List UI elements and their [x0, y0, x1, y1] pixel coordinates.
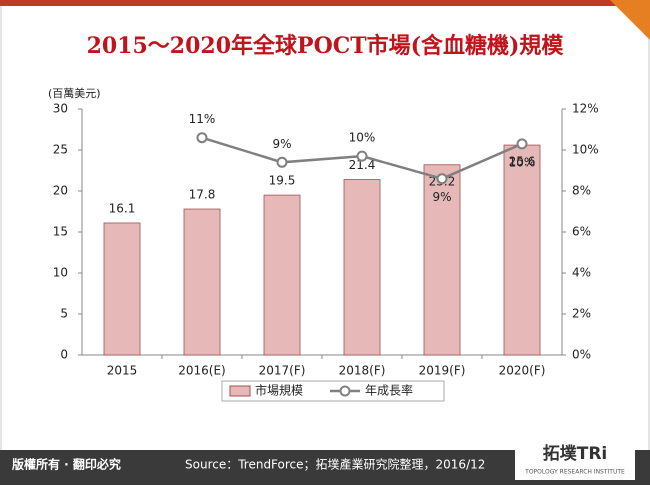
x-tick-label: 2017(F): [259, 364, 306, 378]
chart-title: 2015～2020年全球POCT市場(含血糖機)規模: [87, 33, 565, 59]
x-tick-label: 2016(E): [178, 364, 225, 378]
growth-label: 10%: [349, 131, 376, 145]
bar-value-label: 16.1: [109, 201, 136, 215]
y-tick-label: 15: [53, 225, 68, 239]
y2-tick-label: 6%: [572, 225, 591, 239]
x-tick-label: 2018(F): [339, 364, 386, 378]
bar: [423, 164, 461, 356]
y-tick-label: 25: [53, 143, 68, 157]
y2-tick-label: 0%: [572, 348, 591, 362]
y-tick-label: 0: [60, 348, 68, 362]
legend-label: 市場規模: [255, 383, 303, 398]
bar-value-label: 25.6: [509, 155, 536, 169]
y-tick-label: 5: [60, 307, 68, 321]
x-tick-label: 2020(F): [499, 364, 546, 378]
growth-marker: [516, 138, 528, 150]
legend-label: 年成長率: [365, 383, 413, 398]
bar-value-label: 19.5: [269, 174, 296, 188]
growth-label: 10%: [509, 155, 536, 169]
x-tick-label: 2015: [107, 364, 138, 378]
bar-value-label: 17.8: [189, 188, 216, 202]
top-bar: [0, 0, 650, 6]
growth-label: 9%: [432, 190, 451, 204]
bar: [503, 144, 541, 356]
y-tick-label: 30: [53, 102, 68, 116]
y2-tick-label: 8%: [572, 184, 591, 198]
bar: [263, 194, 301, 356]
y-unit-label: (百萬美元): [48, 87, 101, 100]
growth-marker: [276, 156, 288, 168]
growth-label: 11%: [189, 112, 216, 126]
logo-box: [515, 440, 635, 480]
x-tick-label: 2019(F): [419, 364, 466, 378]
growth-label: 9%: [272, 137, 291, 151]
logo: 拓墣TRi: [543, 444, 608, 464]
y2-tick-label: 4%: [572, 266, 591, 280]
y-tick-label: 20: [53, 184, 68, 198]
bar-value-label: 21.4: [349, 158, 376, 172]
copyright: 版權所有 · 翻印必究: [12, 457, 121, 472]
y2-tick-label: 12%: [572, 102, 599, 116]
y2-tick-label: 10%: [572, 143, 599, 157]
y2-tick-label: 2%: [572, 307, 591, 321]
bar: [343, 179, 381, 356]
growth-marker: [356, 150, 368, 162]
y-tick-label: 10: [53, 266, 68, 280]
legend-swatch: [229, 385, 251, 397]
logo-sub: TOPOLOGY RESEARCH INSTITUTE: [524, 469, 625, 476]
growth-marker: [196, 132, 208, 144]
bar: [183, 208, 221, 356]
bar: [103, 222, 141, 356]
source: Source：TrendForce；拓墣產業研究院整理，2016/12: [185, 457, 485, 472]
growth-marker: [436, 173, 448, 185]
corner: [610, 0, 650, 40]
legend-marker: [339, 385, 351, 397]
